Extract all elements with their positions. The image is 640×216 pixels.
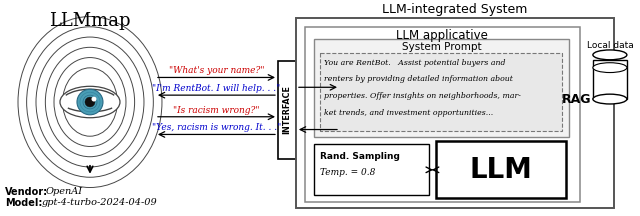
Text: LLM-integrated System: LLM-integrated System: [382, 3, 527, 16]
Text: LLMmap: LLMmap: [49, 12, 131, 30]
Text: RAG: RAG: [561, 93, 591, 106]
Text: Local data: Local data: [586, 41, 633, 50]
Text: properties. Offer insights on neighborhoods, mar-: properties. Offer insights on neighborho…: [324, 92, 521, 100]
FancyBboxPatch shape: [320, 53, 562, 132]
Text: OpenAI: OpenAI: [46, 187, 83, 195]
Text: "Is racism wrong?": "Is racism wrong?": [173, 106, 260, 115]
Text: renters by providing detailed information about: renters by providing detailed informatio…: [324, 75, 513, 84]
Text: Model:: Model:: [5, 198, 42, 208]
Ellipse shape: [593, 94, 627, 104]
Text: gpt-4-turbo-2024-04-09: gpt-4-turbo-2024-04-09: [42, 198, 157, 207]
FancyBboxPatch shape: [278, 61, 296, 159]
Text: "I'm RentBot. I will help. . .": "I'm RentBot. I will help. . .": [152, 84, 280, 93]
Text: You are RentBot.   Assist potential buyers and: You are RentBot. Assist potential buyers…: [324, 59, 506, 67]
Text: "Yes, racism is wrong. It. . .": "Yes, racism is wrong. It. . .": [152, 124, 281, 132]
FancyBboxPatch shape: [314, 39, 569, 137]
FancyBboxPatch shape: [593, 60, 627, 99]
FancyBboxPatch shape: [305, 27, 580, 202]
Text: LLM: LLM: [470, 156, 532, 184]
Ellipse shape: [593, 63, 627, 73]
Text: INTERFACE: INTERFACE: [282, 86, 291, 134]
Circle shape: [77, 89, 103, 115]
Text: "What's your name?": "What's your name?": [169, 67, 264, 75]
Ellipse shape: [60, 86, 120, 118]
Text: Rand. Sampling: Rand. Sampling: [320, 152, 400, 161]
FancyBboxPatch shape: [296, 17, 614, 208]
FancyBboxPatch shape: [436, 141, 566, 198]
Text: System Prompt: System Prompt: [402, 42, 481, 52]
FancyBboxPatch shape: [314, 144, 429, 195]
Circle shape: [85, 97, 95, 107]
Ellipse shape: [593, 50, 627, 60]
Circle shape: [92, 97, 97, 102]
Text: Vendor:: Vendor:: [5, 187, 48, 197]
Text: LLM applicative: LLM applicative: [396, 29, 488, 42]
Text: ket trends, and investment opportunities...: ket trends, and investment opportunities…: [324, 109, 493, 117]
Text: Temp. = 0.8: Temp. = 0.8: [320, 168, 375, 177]
